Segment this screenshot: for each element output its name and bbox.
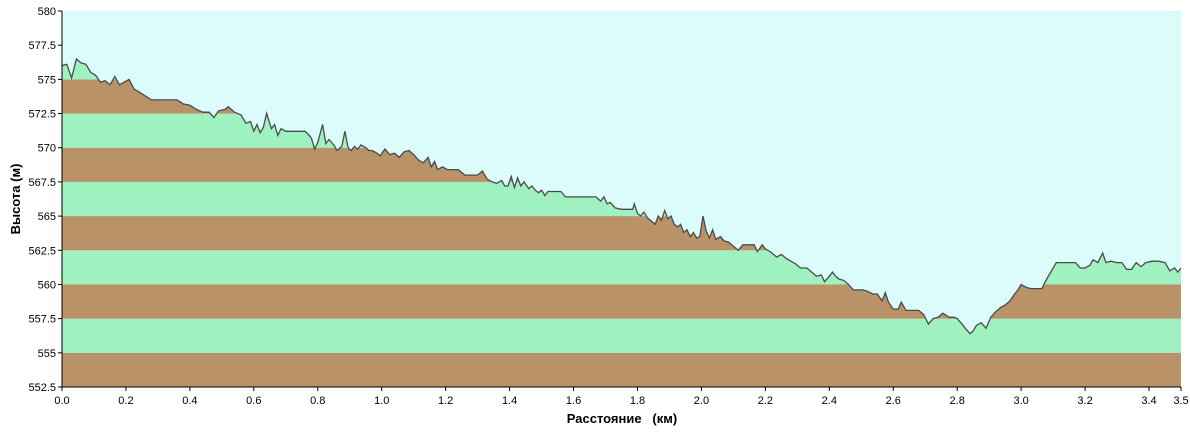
x-axis-title: Расстояние (км) [567, 411, 677, 426]
y-tick-label: 555 [38, 348, 56, 360]
axes [61, 11, 1181, 388]
y-tick-label: 570 [38, 143, 56, 155]
x-tick-label: 3.5 [1173, 395, 1188, 407]
x-tick-label: 2.8 [950, 395, 965, 407]
x-tick-label: 1.6 [566, 395, 581, 407]
y-tick-label: 572.5 [28, 109, 56, 121]
elevation-band-0 [62, 352, 1181, 387]
elevation-profile-line [62, 57, 1181, 335]
y-tick-label: 575 [38, 74, 56, 86]
x-tick-label: 1.4 [502, 395, 517, 407]
x-tick-label: 0.0 [54, 395, 69, 407]
x-tick-label: 0.2 [118, 395, 133, 407]
x-tick-label: 1.8 [630, 395, 645, 407]
x-tick-label: 2.2 [758, 395, 773, 407]
x-tick-label: 1.0 [374, 395, 389, 407]
x-tick-label: 3.2 [1077, 395, 1092, 407]
x-tick-label: 0.4 [182, 395, 197, 407]
y-tick-label: 580 [38, 6, 56, 18]
elevation-band-1 [62, 318, 1181, 353]
y-tick-label: 577.5 [28, 40, 56, 52]
x-axis-ticks: 0.0 0.2 0.4 0.6 0.8 1.0 1.2 1.4 1.6 1.8 2.0 2.2 2.4 2… [54, 387, 1189, 407]
x-tick-label: 3.0 [1013, 395, 1028, 407]
x-tick-label: 1.2 [438, 395, 453, 407]
x-tick-label: 0.6 [246, 395, 261, 407]
y-tick-label: 557.5 [28, 314, 56, 326]
x-tick-label: 2.6 [886, 395, 901, 407]
y-tick-label: 567.5 [28, 177, 56, 189]
y-axis-title: Высота (м) [8, 164, 23, 235]
y-tick-label: 560 [38, 279, 56, 291]
y-tick-label: 552.5 [28, 382, 56, 394]
x-tick-label: 3.4 [1141, 395, 1156, 407]
y-tick-label: 565 [38, 211, 56, 223]
x-tick-label: 0.8 [310, 395, 325, 407]
y-tick-label: 562.5 [28, 245, 56, 257]
y-axis-ticks: 580 577.5 575 572.5 570 567.5 565 562.5 560 557.5… [28, 6, 62, 394]
x-tick-label: 2.0 [694, 395, 709, 407]
x-tick-label: 2.4 [822, 395, 837, 407]
